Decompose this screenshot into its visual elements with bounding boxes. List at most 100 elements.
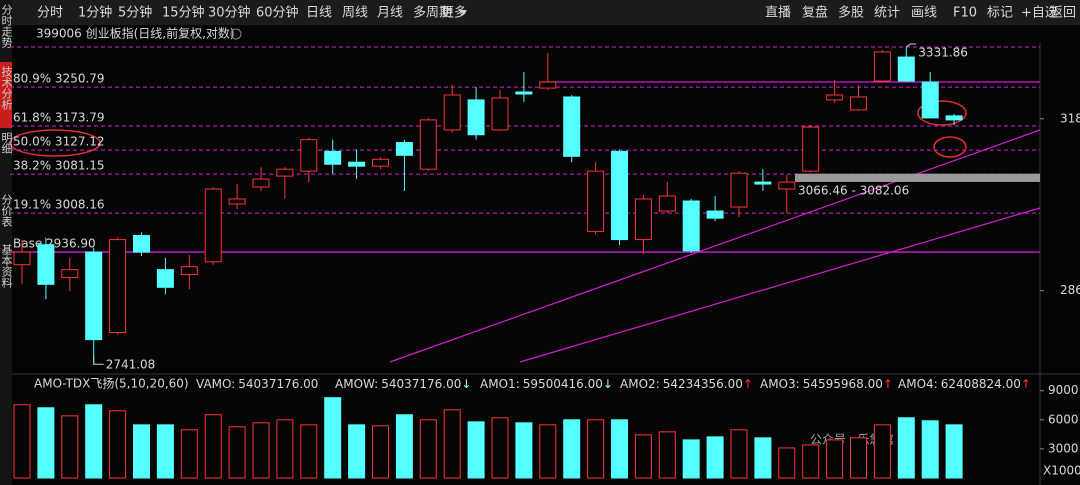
side-tab[interactable]: 技术分析	[0, 66, 13, 111]
period-tab[interactable]: 15分钟	[162, 5, 205, 21]
period-tab[interactable]: 5分钟	[118, 5, 152, 21]
indicator-number: 54037176.00	[381, 377, 461, 391]
volume-bar	[61, 415, 79, 479]
candle-body	[252, 178, 270, 188]
low-label: 2741.08	[106, 358, 156, 372]
fib-label: 19.1% 3008.16	[13, 198, 105, 212]
indicator-name: AMO2:	[620, 377, 660, 391]
fib-label: 50.0% 3127.12	[13, 135, 105, 149]
tool-button[interactable]: +自选	[1021, 6, 1058, 21]
high-marker	[906, 43, 917, 48]
fib-label: 38.2% 3081.15	[13, 159, 105, 173]
period-tab[interactable]: 多周期	[413, 5, 452, 21]
candle-body	[921, 81, 939, 119]
candle-body	[228, 198, 246, 205]
period-tab[interactable]: 分时	[37, 6, 63, 21]
candle-body	[539, 81, 557, 89]
highlight-ellipse	[917, 100, 967, 126]
tool-button[interactable]: 多股	[838, 5, 864, 21]
highlight-ellipse	[9, 129, 101, 157]
volume-bar	[730, 429, 748, 479]
y-tick-label: 286	[1060, 283, 1080, 297]
dropdown-caret	[459, 10, 467, 15]
volume-bar	[826, 439, 844, 479]
tool-button[interactable]: 标记	[987, 6, 1013, 21]
y-tick-label: 3000	[1048, 441, 1079, 455]
indicator-title: AMO-TDX飞扬(5,10,20,60)	[34, 376, 189, 391]
candle-body	[156, 269, 174, 288]
candle-body	[37, 244, 55, 285]
period-tab[interactable]: 月线	[377, 6, 403, 21]
volume-bar	[682, 439, 700, 479]
volume-bar	[754, 437, 772, 479]
volume-bar	[419, 419, 437, 479]
side-tab[interactable]: 基本资料	[0, 244, 13, 289]
candle-body	[300, 139, 318, 172]
indicator-value: VAMO: 54037176.00	[196, 377, 318, 391]
volume-bar	[228, 426, 246, 479]
volume-bar	[109, 410, 127, 479]
volume-bar	[802, 444, 820, 479]
side-tab[interactable]: 分价表	[0, 194, 13, 228]
indicator-number: 59500416.00	[523, 377, 603, 391]
tool-button[interactable]: F10	[953, 6, 977, 21]
candle-body	[658, 195, 676, 212]
indicator-number: 62408824.00	[941, 377, 1021, 391]
candle-body	[850, 96, 867, 111]
candle-body	[395, 142, 413, 156]
tool-button[interactable]: 复盘	[802, 5, 828, 21]
settings-icon[interactable]	[230, 28, 242, 40]
candle-body	[611, 150, 628, 241]
volume-bar	[204, 414, 222, 479]
drawing-lines	[9, 81, 1041, 363]
volume-bar	[467, 421, 485, 479]
period-tab[interactable]: 更多	[441, 5, 467, 21]
candle-body	[85, 251, 103, 341]
candle-body	[204, 188, 222, 263]
tool-button[interactable]: 统计	[874, 6, 900, 21]
indicator-name: AMO3:	[760, 377, 800, 391]
candle-body	[587, 170, 605, 232]
low-marker	[93, 356, 104, 365]
tool-button[interactable]: 返回	[1050, 6, 1076, 21]
indicator-arrow: ↑	[743, 377, 753, 391]
unit-label: X1000	[1043, 464, 1080, 478]
tool-button[interactable]: 直播	[765, 6, 791, 21]
volume-bar	[180, 429, 198, 479]
trend-line	[389, 129, 1041, 363]
period-tab[interactable]: 30分钟	[208, 5, 251, 21]
volume-bar	[897, 417, 915, 479]
period-tab[interactable]: 周线	[342, 6, 368, 21]
range-band	[795, 173, 1040, 182]
volume-bar	[324, 397, 342, 479]
period-tab[interactable]: 1分钟	[78, 5, 112, 21]
indicator-number: 54595968.00	[803, 377, 883, 391]
indicator-value: AMO2: 54234356.00↑	[620, 377, 753, 391]
side-tab-active	[0, 62, 12, 128]
volume-bar	[778, 447, 796, 479]
side-tab[interactable]: 明细	[0, 132, 13, 154]
chart-title: 399006 创业板指(日线,前复权,对数)	[36, 26, 235, 41]
candle-body	[754, 181, 772, 185]
y-tick-label: 9000	[1048, 383, 1079, 397]
volume-bar	[491, 417, 509, 479]
volume-bar	[372, 425, 389, 479]
candle-body	[563, 96, 581, 157]
volume-bar	[587, 419, 605, 479]
candle-body	[802, 126, 820, 172]
indicator-value: AMO4: 62408824.00↑	[898, 377, 1031, 391]
volume-bar	[133, 424, 150, 479]
period-tab[interactable]: 60分钟	[256, 5, 299, 21]
indicator-value: AMO1: 59500416.00↓	[480, 377, 613, 391]
volume-bar	[300, 424, 318, 479]
tool-button[interactable]: 画线	[911, 6, 937, 21]
period-tab[interactable]: 日线	[306, 6, 332, 21]
side-tab[interactable]: 分时走势	[0, 4, 13, 48]
candle-body	[826, 94, 844, 101]
trend-line	[519, 207, 1041, 363]
volume-bar	[611, 419, 628, 479]
highlight-ellipse	[933, 136, 967, 158]
volume-bar	[252, 422, 270, 479]
